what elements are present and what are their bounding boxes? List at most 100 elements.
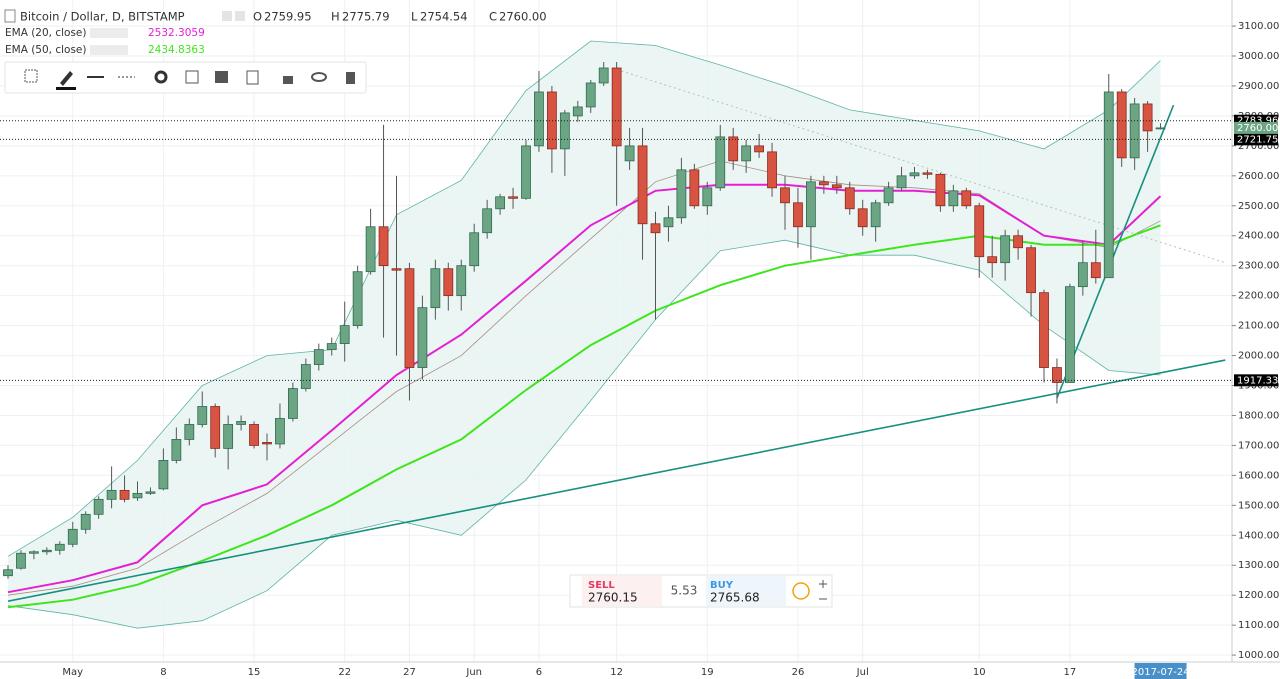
- drawing-toolbar: [4, 61, 367, 94]
- template-tool[interactable]: [185, 70, 199, 84]
- candle-body: [300, 364, 311, 389]
- candle-body: [417, 307, 428, 368]
- hide-tool[interactable]: [311, 72, 327, 82]
- y-tick-label: 1800.00: [1238, 410, 1279, 421]
- candle-body: [935, 173, 946, 207]
- x-tick-label: 22: [338, 667, 351, 678]
- settings-tool[interactable]: [154, 70, 168, 84]
- candle-body: [844, 187, 855, 210]
- candle-body: [728, 136, 739, 162]
- candle-body: [663, 217, 674, 228]
- level-label: 2721.75: [1237, 134, 1278, 145]
- clone-tool[interactable]: [246, 70, 259, 85]
- y-tick-label: 1300.00: [1238, 560, 1279, 571]
- ohlc-value: 2760.00: [499, 10, 547, 24]
- candle-body: [715, 136, 726, 189]
- select-tool[interactable]: [24, 69, 38, 83]
- candle-body: [624, 145, 635, 162]
- candle-body: [1013, 235, 1023, 249]
- y-tick-label: 1400.00: [1238, 530, 1279, 541]
- candle-body: [28, 551, 39, 554]
- candle-body: [1090, 262, 1101, 279]
- candle-body: [961, 190, 972, 207]
- legend-icons: [90, 45, 128, 55]
- sell-price: 2760.15: [588, 591, 638, 605]
- collapse-icon[interactable]: [4, 9, 16, 23]
- x-tick-label: 8: [160, 667, 166, 678]
- ohlc-key: O: [253, 10, 262, 24]
- candle-body: [145, 491, 156, 494]
- candle-body: [495, 196, 506, 210]
- y-tick-label: 2500.00: [1238, 201, 1279, 212]
- candle-body: [365, 226, 376, 273]
- y-tick-label: 1700.00: [1238, 440, 1279, 451]
- candle-body: [611, 67, 622, 147]
- x-tick-label: 12: [610, 667, 623, 678]
- x-tick-label: 10: [973, 667, 986, 678]
- candle-body: [352, 271, 363, 327]
- candle-body: [702, 187, 713, 207]
- info-icon[interactable]: [792, 582, 810, 600]
- buy-button[interactable]: [706, 576, 786, 606]
- y-tick-label: 1200.00: [1238, 590, 1279, 601]
- candle-body: [741, 145, 752, 162]
- candle-body: [456, 265, 467, 297]
- candle-body: [780, 187, 790, 204]
- x-tick-label: Jun: [465, 667, 482, 678]
- x-tick-label: 6: [536, 667, 542, 678]
- lock-tool[interactable]: [283, 76, 293, 84]
- time-axis: [0, 662, 1232, 679]
- candle-body: [559, 112, 570, 150]
- trend-line: [616, 69, 1226, 264]
- legend-icons: [90, 28, 128, 38]
- last-price-bg: [1234, 121, 1278, 134]
- pen-tool[interactable]: [60, 71, 73, 86]
- eye-icon[interactable]: [222, 11, 232, 21]
- y-tick-label: 2400.00: [1238, 231, 1279, 242]
- candle-body: [3, 569, 13, 577]
- candle-body: [987, 256, 998, 264]
- y-tick-label: 1100.00: [1238, 620, 1279, 631]
- legend-label: EMA (50, close): [5, 44, 87, 56]
- candle-body: [16, 552, 26, 569]
- fill-tool[interactable]: [215, 71, 228, 83]
- y-tick-label: 2300.00: [1238, 261, 1279, 272]
- ohlc-key: C: [489, 10, 497, 24]
- buy-label: BUY: [710, 580, 734, 591]
- candle-body: [1103, 91, 1114, 279]
- candle-body: [93, 498, 104, 515]
- y-tick-label: 2700.00: [1238, 141, 1279, 152]
- ohlc-key: L: [411, 10, 418, 24]
- pen-color[interactable]: [56, 87, 76, 90]
- ohlc-key: H: [331, 10, 340, 24]
- candle-body: [754, 145, 764, 153]
- x-tick-label: 27: [403, 667, 416, 678]
- candle-body: [80, 513, 91, 530]
- y-tick-label: 2000.00: [1238, 351, 1279, 362]
- sell-button[interactable]: [582, 576, 662, 606]
- candle-body: [482, 208, 493, 234]
- level-label: 1917.33: [1237, 375, 1278, 386]
- delete-tool[interactable]: [346, 72, 355, 84]
- y-tick-label: 2200.00: [1238, 291, 1279, 302]
- candle-body: [806, 181, 816, 228]
- plot-area: [0, 0, 1232, 662]
- y-tick-label: 3100.00: [1238, 21, 1279, 32]
- candle-body: [857, 208, 868, 228]
- candle-body: [184, 424, 195, 440]
- candle-body: [974, 205, 985, 258]
- candle-body: [54, 543, 65, 551]
- candle-body: [572, 106, 583, 117]
- candle-body: [132, 492, 143, 499]
- candle-body: [430, 268, 441, 309]
- last-price-label: 2760.00: [1237, 123, 1278, 134]
- y-tick-label: 1600.00: [1238, 470, 1279, 481]
- crosshair-date: 2017-07-24: [1131, 667, 1189, 678]
- candle-body: [223, 424, 234, 449]
- candle-body: [1065, 286, 1075, 383]
- trend-line: [7, 359, 1226, 602]
- settings-icon[interactable]: [235, 11, 245, 21]
- legend-value: 2434.8363: [148, 44, 205, 56]
- candle-body: [637, 145, 648, 225]
- x-tick-label: 26: [792, 667, 805, 678]
